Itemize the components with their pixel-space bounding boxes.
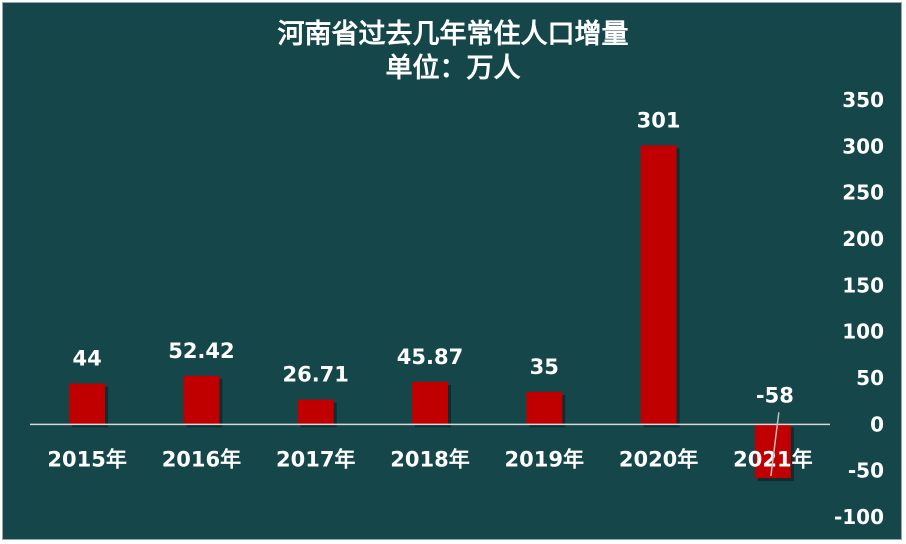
data-label: 44	[73, 347, 102, 371]
y-tick-label: -100	[834, 505, 884, 529]
bar-2017年	[297, 399, 334, 425]
data-label: 26.71	[282, 363, 348, 387]
chart-subtitle: 单位：万人	[385, 53, 521, 84]
bar-2016年	[183, 375, 220, 425]
x-tick-label: 2016年	[162, 447, 241, 471]
data-label: -58	[756, 383, 794, 407]
bar-2021年	[754, 424, 791, 479]
y-tick-label: 0	[870, 412, 884, 436]
data-label: 301	[637, 108, 681, 132]
y-tick-label: 250	[842, 181, 884, 205]
x-tick-label: 2015年	[47, 447, 126, 471]
y-tick-label: -50	[848, 459, 884, 483]
y-tick-label: 200	[842, 227, 884, 251]
x-tick-label: 2017年	[276, 447, 355, 471]
data-label-leader-line	[770, 412, 780, 477]
y-axis-ticks: 350 300 250 200 150 100 50 0 -50 -100	[834, 88, 884, 529]
x-tick-label: 2018年	[390, 447, 469, 471]
x-axis-categories: 2015年2016年2017年2018年2019年2020年2021年	[47, 447, 812, 471]
data-labels: 44 52.42 26.71 45.87 35 301 -58	[73, 108, 794, 477]
y-tick-label: 150	[842, 273, 884, 297]
bar-2020年	[640, 145, 677, 425]
bars-layer	[69, 145, 794, 482]
chart-title-block: 河南省过去几年常住人口增量 单位：万人	[0, 18, 906, 86]
y-tick-label: 50	[856, 366, 884, 390]
x-tick-label: 2020年	[619, 447, 698, 471]
data-label: 35	[530, 355, 559, 379]
y-tick-label: 300	[842, 134, 884, 158]
chart-title: 河南省过去几年常住人口增量	[277, 19, 629, 50]
bar-2019年	[526, 391, 563, 425]
bar-2015年	[69, 383, 106, 425]
x-tick-label: 2019年	[505, 447, 584, 471]
data-label: 45.87	[397, 345, 463, 369]
y-tick-label: 100	[842, 320, 884, 344]
y-tick-label: 350	[842, 88, 884, 112]
bar-2018年	[412, 381, 448, 425]
data-label: 52.42	[168, 339, 234, 363]
